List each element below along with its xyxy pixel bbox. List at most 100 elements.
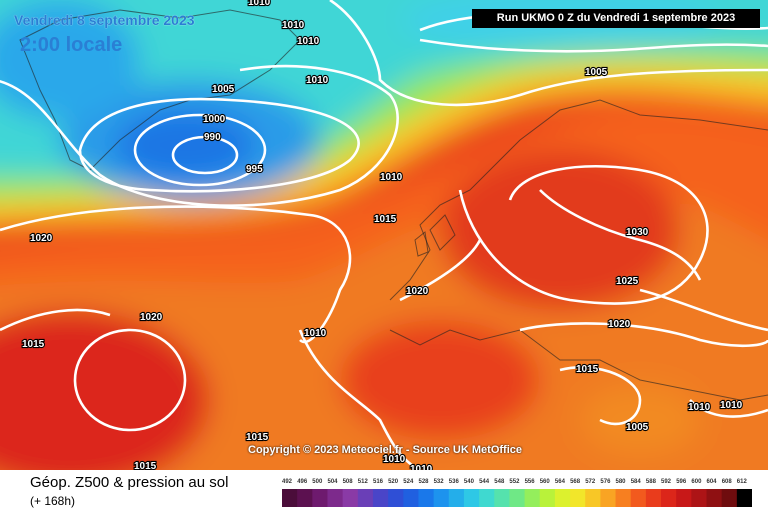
scale-label: 544 <box>479 479 490 485</box>
isobar-label: 1010 <box>383 454 406 465</box>
scale-label: 532 <box>433 479 444 485</box>
scale-label: 508 <box>342 479 353 485</box>
scale-label: 584 <box>630 479 641 485</box>
scale-label: 540 <box>463 479 474 485</box>
scale-swatch <box>539 489 556 507</box>
isobar-label: 990 <box>204 132 221 143</box>
color-scale-labels: 492 496 500 504 508 512 516 520 524 528 532 536 540 5… <box>282 479 752 489</box>
coastline-greenland <box>19 9 301 171</box>
scale-swatch <box>494 489 510 507</box>
scale-swatch <box>327 489 344 507</box>
scale-label: 572 <box>585 479 596 485</box>
scale-swatch <box>554 489 571 507</box>
scale-label: 548 <box>494 479 505 485</box>
scale-label: 536 <box>448 479 459 485</box>
isobar-label: 1010 <box>688 402 711 413</box>
isobar-label: 1030 <box>626 227 649 238</box>
isobar-label: 1010 <box>306 75 329 86</box>
isobar-label: 1020 <box>608 319 631 330</box>
isobar-label: 1005 <box>585 67 608 78</box>
coastline-british-isles <box>414 214 456 257</box>
isobar-label: 1005 <box>212 84 235 95</box>
isobar-label: 1010 <box>720 400 743 411</box>
scale-swatch <box>570 489 586 507</box>
geopotential-field <box>0 0 768 470</box>
scale-swatch <box>312 489 328 507</box>
scale-swatch <box>585 489 601 507</box>
scale-swatch <box>433 489 450 507</box>
scale-swatch <box>524 489 541 507</box>
forecast-lead: (+ 168h) <box>30 494 76 508</box>
isobar-label: 1010 <box>248 0 271 8</box>
isobar-label: 1015 <box>134 461 157 470</box>
scale-swatch <box>645 489 662 507</box>
isobar-label: 1010 <box>282 20 305 31</box>
scale-swatch <box>357 489 374 507</box>
scale-label: 592 <box>661 479 672 485</box>
scale-swatch <box>403 489 419 507</box>
scale-label: 520 <box>388 479 399 485</box>
scale-label: 560 <box>539 479 550 485</box>
isobar-label: 1010 <box>304 328 327 339</box>
scale-label: 528 <box>418 479 429 485</box>
scale-swatch <box>615 489 632 507</box>
isobar-label: 1010 <box>410 464 433 470</box>
scale-label: 496 <box>297 479 308 485</box>
copyright-notice: Copyright © 2023 Meteociel.fr - Source U… <box>248 444 522 456</box>
run-info-banner: Run UKMO 0 Z du Vendredi 1 septembre 202… <box>472 9 760 28</box>
isobar-label: 1020 <box>140 312 163 323</box>
map-canvas: 1010 1010 1010 1010 1005 1000 990 995 10… <box>0 0 768 470</box>
scale-label: 568 <box>570 479 581 485</box>
scale-swatch <box>630 489 647 507</box>
isobar-label: 1020 <box>406 286 429 297</box>
scale-swatch <box>342 489 359 507</box>
isobars <box>0 0 768 470</box>
scale-swatch <box>736 489 752 507</box>
scale-label: 600 <box>691 479 702 485</box>
scale-swatch <box>463 489 480 507</box>
scale-label: 588 <box>645 479 656 485</box>
weather-map: 1010 1010 1010 1010 1005 1000 990 995 10… <box>0 0 768 470</box>
isobar-label: 1000 <box>203 114 226 125</box>
scale-label: 516 <box>373 479 384 485</box>
scale-swatch <box>282 489 298 507</box>
scale-label: 576 <box>600 479 611 485</box>
isobar-label: 1005 <box>626 422 649 433</box>
scale-label: 608 <box>721 479 732 485</box>
coastline-europe <box>389 99 768 301</box>
scale-swatch <box>661 489 677 507</box>
scale-swatch <box>721 489 738 507</box>
valid-date: Vendredi 8 septembre 2023 <box>14 12 195 28</box>
scale-label: 492 <box>282 479 293 485</box>
scale-label: 500 <box>312 479 323 485</box>
scale-swatch <box>297 489 313 507</box>
isobar-label: 1015 <box>22 339 45 350</box>
scale-swatch <box>372 489 389 507</box>
scale-swatch <box>706 489 723 507</box>
scale-swatch <box>388 489 404 507</box>
scale-label: 604 <box>706 479 717 485</box>
coastline-mediterranean <box>389 329 768 401</box>
scale-swatch <box>691 489 708 507</box>
scale-swatch <box>479 489 495 507</box>
isobar-label: 1010 <box>297 36 320 47</box>
isobar-label: 1025 <box>616 276 639 287</box>
isobar-label: 1015 <box>246 432 269 443</box>
product-title: Géop. Z500 & pression au sol <box>30 474 229 491</box>
scale-label: 504 <box>327 479 338 485</box>
color-scale <box>282 489 752 507</box>
scale-label: 564 <box>554 479 565 485</box>
scale-label: 524 <box>403 479 414 485</box>
scale-label: 612 <box>736 479 747 485</box>
isobar-label: 1010 <box>380 172 403 183</box>
isobar-label: 995 <box>246 164 263 175</box>
scale-swatch <box>509 489 526 507</box>
scale-label: 512 <box>357 479 368 485</box>
isobar-label: 1020 <box>30 233 53 244</box>
isobar-labels: 1010 1010 1010 1010 1005 1000 990 995 10… <box>21 0 744 470</box>
scale-swatch <box>418 489 435 507</box>
scale-label: 552 <box>509 479 520 485</box>
scale-label: 580 <box>615 479 626 485</box>
local-time: 2:00 locale <box>20 34 123 56</box>
scale-swatch <box>600 489 617 507</box>
